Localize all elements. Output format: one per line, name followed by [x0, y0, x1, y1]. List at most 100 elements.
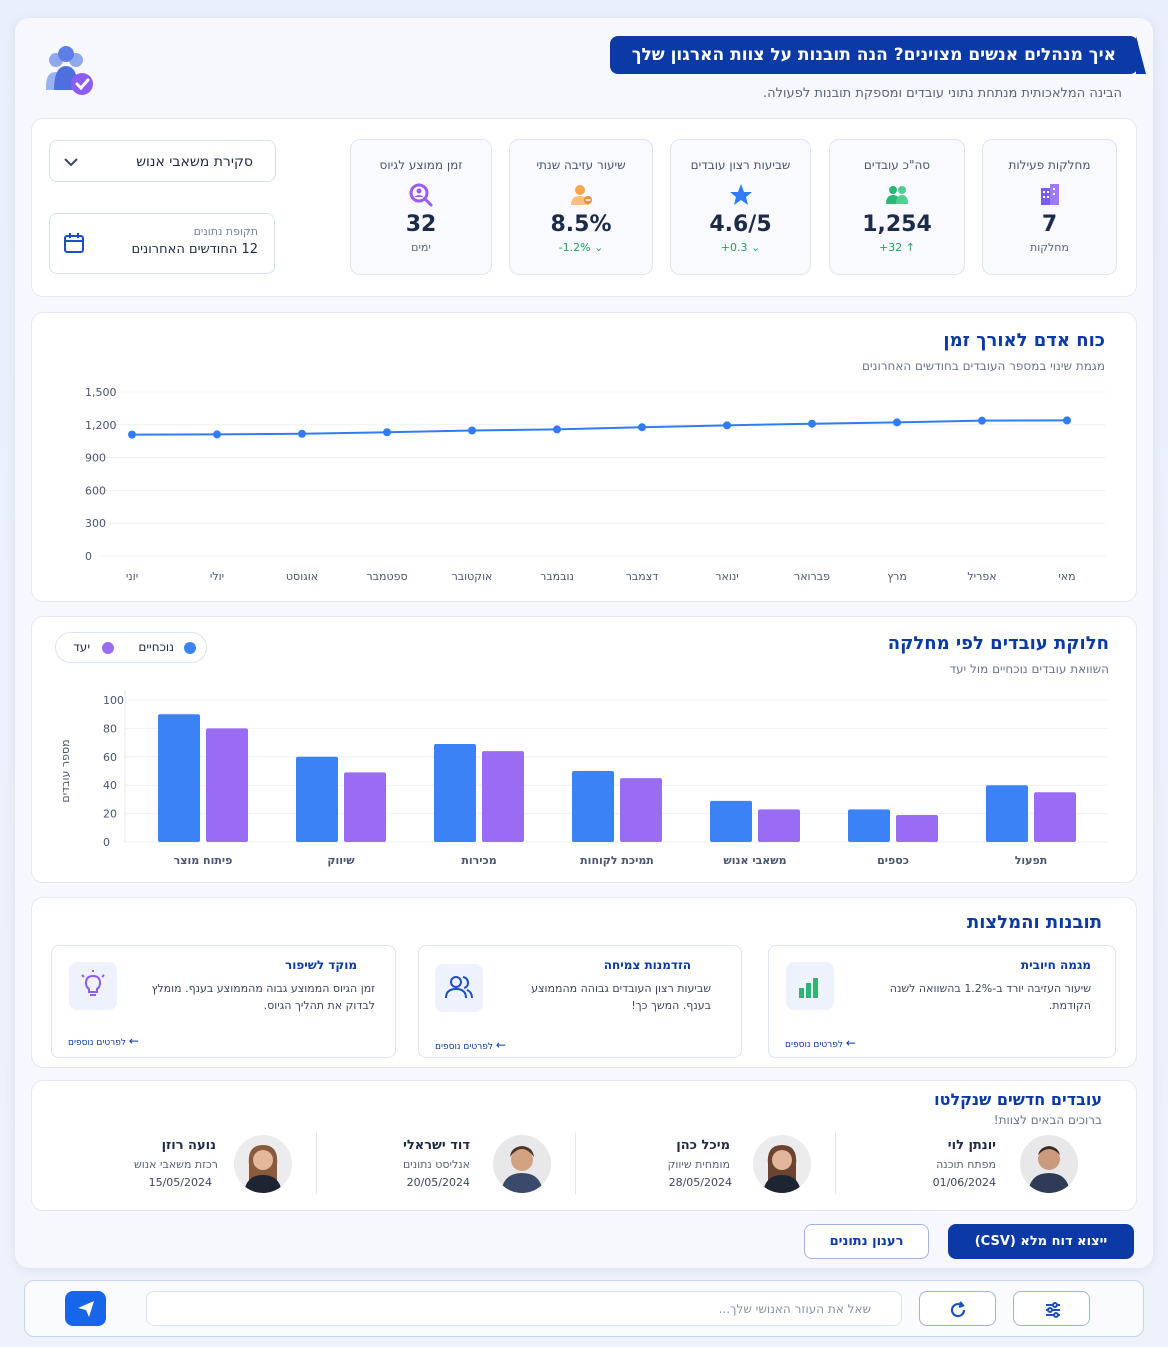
bar-target [620, 778, 662, 842]
y-axis-label: מספר עובדים [59, 739, 72, 802]
stat-sub: מחלקות [1030, 241, 1069, 254]
stat-card-departments: מחלקות פעילות 7 מחלקות [982, 139, 1117, 275]
new-employees-title: עובדים חדשים שנקלטו [934, 1090, 1102, 1109]
export-csv-button[interactable]: ייצוא דוח מלא (CSV) [948, 1224, 1134, 1259]
x-tick-label: מאי [1058, 570, 1075, 583]
stat-value: 4.6/5 [709, 212, 772, 237]
x-tick-label: יולי [210, 570, 224, 583]
send-icon [78, 1301, 94, 1317]
stat-value: 7 [1041, 212, 1058, 237]
new-employees-subtitle: ברוכים הבאים לצוות! [993, 1113, 1102, 1127]
report-select-value: סקירת משאבי אנוש [136, 154, 253, 170]
stat-delta: ⌄ +0.3 [720, 241, 761, 254]
y-tick-label: 300 [85, 517, 106, 530]
stat-delta: ↑ +32 [879, 241, 915, 254]
bar-current [710, 800, 752, 842]
bar-chart-title: חלוקת עובדים לפי מחלקה [887, 633, 1109, 654]
sliders-icon [1046, 1302, 1060, 1318]
arrow-left-icon: ← [845, 1036, 856, 1050]
bar-current [848, 809, 890, 842]
x-tick-label: כספים [877, 854, 909, 867]
date-label: תקופת נתונים [193, 225, 258, 238]
x-tick-label: נובמבר [540, 570, 574, 583]
y-tick-label: 20 [103, 808, 117, 821]
insight-card-positive-trend: מגמה חיובית שיעור העזיבה יורד ב-1.2% בהש… [768, 945, 1116, 1058]
data-point [128, 430, 136, 439]
divider [575, 1132, 576, 1194]
y-tick-label: 600 [85, 484, 106, 497]
insight-card-improvement: מוקד לשיפור זמן הגיוס הממוצע גבוה מהממוצ… [51, 945, 396, 1058]
data-point [808, 419, 816, 428]
workforce-line-chart: 0 300 600 900 1,200 1,500 יוני יולי אוגוסט ספטמבר… [85, 386, 1106, 583]
refresh-chat-button[interactable] [919, 1291, 996, 1326]
stat-value: 8.5% [550, 212, 612, 237]
employee-card[interactable]: דוד ישראלי אנליסט נתונים 20/05/2024 [320, 1133, 560, 1195]
star-icon [729, 184, 752, 205]
stat-title: סה"כ עובדים [863, 158, 931, 172]
settings-button[interactable] [1013, 1291, 1090, 1326]
bar-chart-subtitle: השוואת עובדים נוכחיים מול יעד [949, 662, 1109, 676]
send-button[interactable] [65, 1291, 106, 1326]
bar-current [986, 785, 1028, 842]
employee-card[interactable]: מיכל כהן מומחית שיווק 28/05/2024 [580, 1133, 820, 1195]
avatar [753, 1135, 811, 1193]
x-tick-label: תפעול [1015, 854, 1048, 867]
employee-card[interactable]: יונתן לוי מפתח תוכנה 01/06/2024 [840, 1133, 1080, 1195]
users-icon [886, 186, 908, 204]
bar-target [344, 772, 386, 842]
bar-target [758, 809, 800, 842]
x-tick-label: פיתוח מוצר [174, 854, 233, 867]
y-tick-label: 60 [103, 751, 117, 764]
chat-input[interactable]: שאל את העוזר האנושי שלך... [146, 1291, 902, 1326]
refresh-data-button[interactable]: רענון נתונים [804, 1224, 929, 1259]
insight-text: שביעות רצון העובדים גבוהה מהממוצע בענף. … [531, 982, 711, 1012]
building-icon [1040, 184, 1059, 205]
data-point [978, 416, 986, 425]
calendar-icon [64, 233, 84, 253]
y-tick-label: 80 [103, 722, 117, 735]
date-range-picker[interactable]: תקופת נתונים 12 החודשים האחרונים [49, 213, 275, 274]
stat-title: שביעות רצון עובדים [690, 158, 791, 172]
insight-details-link[interactable]: ← לפרטים נוספים [68, 1034, 139, 1048]
x-tick-label: פברואר [794, 570, 830, 583]
stat-delta: ⌄ -1.2% [558, 241, 604, 254]
insight-text: שיעור העזיבה יורד ב-1.2% בהשוואה לשנה הק… [889, 982, 1091, 1012]
legend-swatch-target [102, 642, 114, 654]
report-select[interactable]: סקירת משאבי אנוש [49, 140, 276, 182]
insight-icon-box [786, 962, 834, 1010]
line-chart-title: כוח אדם לאורך זמן [943, 330, 1105, 351]
insight-details-link[interactable]: ← לפרטים נוספים [785, 1036, 856, 1050]
stat-value: 1,254 [862, 212, 932, 237]
legend-label-target: יעד [73, 640, 90, 654]
chevron-down-icon: ⌄ [751, 241, 761, 254]
chevron-down-icon: ⌄ [594, 241, 604, 254]
line-chart-subtitle: מגמת שינוי במספר העובדים בחודשים האחרוני… [862, 359, 1105, 373]
arrow-left-icon: ← [128, 1034, 139, 1048]
data-point [383, 428, 391, 437]
legend-label-current: נוכחיים [138, 640, 174, 654]
new-employees-panel [31, 1080, 1137, 1211]
insight-title: מוקד לשיפור [285, 958, 357, 972]
stat-sub: ימים [411, 241, 431, 254]
divider [316, 1132, 317, 1194]
employee-card[interactable]: נועה רוזן רכזת משאבי אנוש 15/05/2024 [60, 1133, 300, 1195]
insight-text: זמן הגיוס הממוצע גבוה מהממוצע בענף. מומל… [151, 982, 375, 1012]
search-user-icon [409, 183, 433, 207]
page-title: איך מנהלים אנשים מצוינים? הנה תובנות על … [609, 36, 1147, 74]
stat-value: 32 [405, 212, 437, 237]
arrow-left-icon: ← [495, 1038, 506, 1052]
stat-card-hiring-time: זמן ממוצע לגיוס 32 ימים [350, 139, 492, 275]
data-point [468, 426, 476, 435]
x-tick-label: תמיכת לקוחות [580, 854, 654, 867]
data-point [213, 430, 221, 439]
data-point [553, 425, 561, 434]
x-tick-label: דצמבר [626, 570, 659, 583]
bar-current [158, 714, 200, 842]
insight-card-growth: הזדמנות צמיחה שביעות רצון העובדים גבוהה … [418, 945, 742, 1058]
y-tick-label: 900 [85, 452, 106, 465]
x-tick-label: שיווק [327, 854, 355, 867]
y-tick-label: 1,500 [85, 386, 117, 399]
insight-icon-box [69, 962, 117, 1010]
insight-details-link[interactable]: ← לפרטים נוספים [435, 1038, 506, 1052]
bar-current [296, 756, 338, 842]
